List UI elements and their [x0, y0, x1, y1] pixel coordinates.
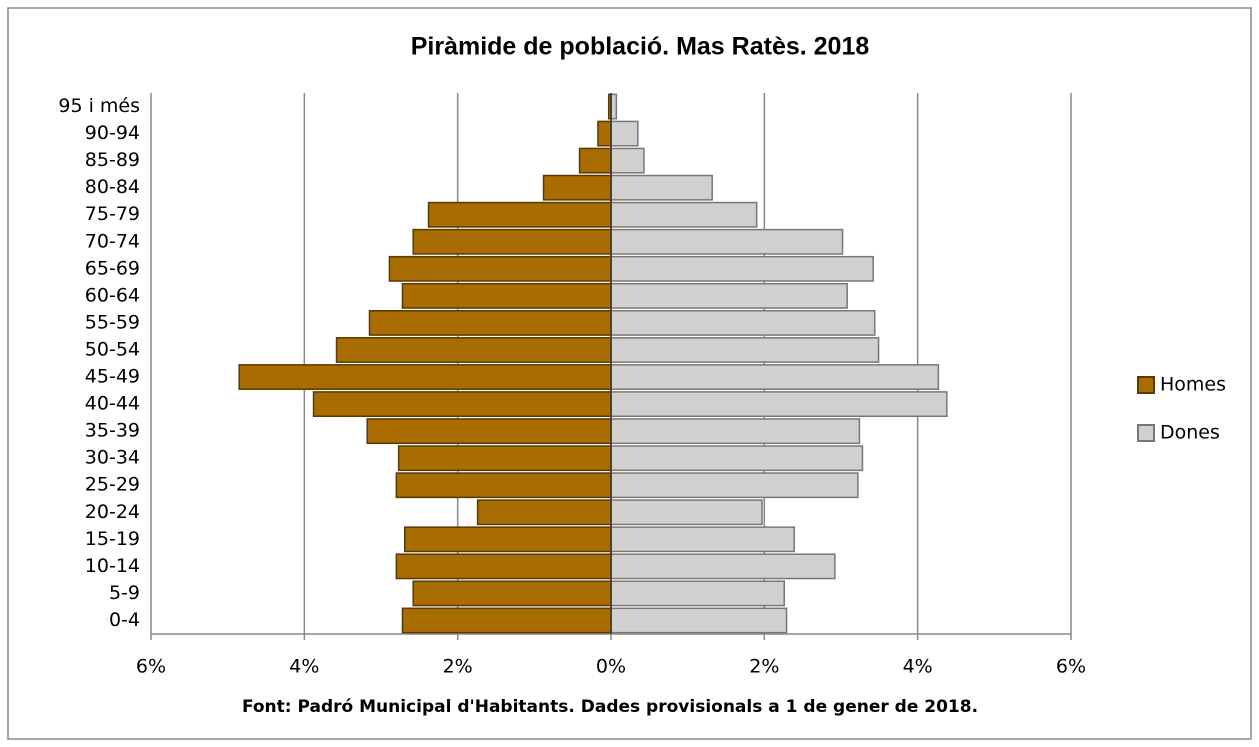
- y-tick-label: 80-84: [85, 176, 140, 198]
- legend-swatch: [1137, 376, 1155, 394]
- y-tick-label: 70-74: [85, 230, 140, 252]
- y-tick-label: 85-89: [85, 149, 140, 171]
- x-tick-label: 6%: [136, 656, 166, 678]
- bar: [366, 418, 612, 445]
- legend-swatch: [1137, 424, 1155, 442]
- x-tick-label: 2%: [749, 656, 779, 678]
- bar: [578, 147, 612, 174]
- bar: [610, 364, 940, 390]
- bar: [388, 255, 612, 282]
- y-tick-label: 0-4: [109, 609, 140, 631]
- bar: [610, 337, 880, 363]
- bar: [610, 201, 758, 228]
- bar: [610, 255, 874, 282]
- x-tick-label: 2%: [443, 656, 473, 678]
- bar: [610, 391, 948, 417]
- y-tick-label: 25-29: [85, 474, 140, 496]
- bar: [610, 310, 876, 336]
- bar: [610, 445, 864, 472]
- bar: [610, 607, 788, 634]
- y-tick-label: 15-19: [85, 528, 140, 550]
- legend-label: Homes: [1160, 374, 1226, 396]
- y-tick-label: 65-69: [85, 257, 140, 279]
- x-tick-label: 4%: [903, 656, 933, 678]
- footnote: Font: Padró Municipal d'Habitants. Dades…: [242, 697, 978, 717]
- y-tick-label: 30-34: [85, 447, 140, 469]
- bar: [610, 418, 861, 445]
- bar: [335, 337, 612, 363]
- bar: [312, 391, 612, 417]
- bar: [397, 445, 612, 472]
- bar: [368, 310, 612, 336]
- x-tick-label: 4%: [289, 656, 319, 678]
- bar: [610, 553, 836, 580]
- bar: [610, 282, 848, 309]
- bar: [427, 201, 612, 228]
- y-tick-label: 90-94: [85, 122, 140, 144]
- y-tick-label: 75-79: [85, 203, 140, 225]
- y-tick-label: 10-14: [85, 555, 140, 577]
- bar: [610, 499, 763, 526]
- y-tick-label: 5-9: [109, 582, 140, 604]
- bar: [610, 472, 859, 499]
- bar: [610, 580, 786, 607]
- bar: [610, 526, 795, 553]
- bar: [542, 174, 612, 201]
- y-tick-label: 35-39: [85, 420, 140, 442]
- legend-label: Dones: [1160, 422, 1220, 444]
- y-tick-label: 95 i més: [58, 95, 140, 117]
- bar: [404, 526, 612, 553]
- y-tick-label: 60-64: [85, 284, 140, 306]
- y-tick-label: 45-49: [85, 366, 140, 388]
- bar: [476, 499, 612, 526]
- bar: [610, 147, 645, 174]
- x-tick-label: 6%: [1056, 656, 1086, 678]
- bar: [401, 282, 612, 309]
- bar: [610, 228, 844, 255]
- bar: [597, 120, 612, 147]
- bar: [401, 607, 612, 634]
- chart-title: Piràmide de població. Mas Ratès. 2018: [411, 33, 870, 61]
- y-tick-label: 20-24: [85, 501, 140, 523]
- bar: [610, 174, 713, 201]
- bar: [395, 472, 612, 499]
- bar: [412, 228, 612, 255]
- y-tick-label: 55-59: [85, 311, 140, 333]
- bar: [412, 580, 612, 607]
- y-tick-label: 50-54: [85, 338, 140, 360]
- bar: [610, 120, 639, 147]
- bar: [238, 364, 612, 390]
- bar: [395, 553, 612, 580]
- y-tick-label: 40-44: [85, 393, 140, 415]
- x-tick-label: 0%: [596, 656, 626, 678]
